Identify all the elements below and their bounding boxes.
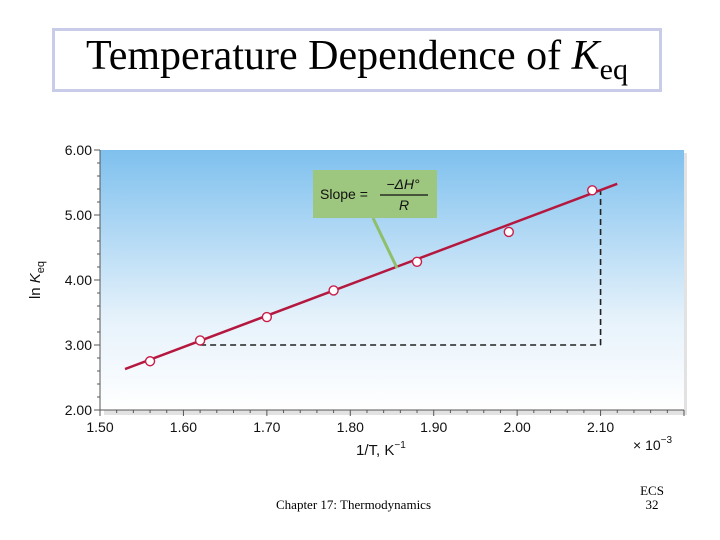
y-tick-label: 4.00 bbox=[65, 272, 92, 288]
footer-chapter: Chapter 17: Thermodynamics bbox=[276, 497, 432, 512]
fit-line bbox=[124, 182, 618, 371]
title-main: Temperature Dependence of bbox=[86, 33, 572, 79]
x-label-exp: −1 bbox=[394, 440, 406, 451]
fit-line-group bbox=[124, 182, 618, 371]
x-tick-label: 2.00 bbox=[504, 419, 531, 435]
data-point bbox=[194, 335, 206, 346]
x-label-text: 1/T, K bbox=[356, 442, 394, 459]
slide-title: Temperature Dependence of Keq bbox=[86, 35, 628, 85]
footer-page: 32 bbox=[645, 497, 659, 513]
data-point bbox=[328, 285, 339, 296]
y-tick-label: 2.00 bbox=[65, 402, 92, 418]
data-point bbox=[261, 311, 273, 323]
annotation-pointer bbox=[371, 217, 399, 269]
data-point bbox=[587, 185, 598, 196]
y-label-sub: eq bbox=[35, 261, 47, 273]
y-axis-label: ln Keq bbox=[27, 261, 47, 299]
footer-right: ECS 32 bbox=[622, 483, 682, 513]
y-label-prefix: ln bbox=[27, 283, 44, 299]
annotation-denominator: R bbox=[399, 197, 409, 213]
annotation-numerator: −ΔH° bbox=[386, 176, 420, 192]
x-multiplier-text: × 10 bbox=[633, 437, 661, 453]
y-tick-label: 6.00 bbox=[65, 142, 92, 158]
slope-annotation: Slope = −ΔH° R bbox=[313, 170, 437, 269]
x-axis-label: 1/T, K−1 bbox=[356, 440, 406, 459]
x-multiplier: × 10−3 bbox=[633, 435, 672, 453]
y-label-var: K bbox=[27, 272, 44, 283]
footer-tag: ECS bbox=[640, 483, 664, 498]
guide-lines bbox=[200, 190, 602, 346]
x-tick-label: 1.90 bbox=[420, 419, 447, 435]
annotation-box bbox=[313, 170, 437, 218]
x-multiplier-exp: −3 bbox=[661, 435, 673, 446]
x-tick-label: 1.80 bbox=[337, 419, 364, 435]
title-sub: eq bbox=[599, 53, 628, 86]
data-point bbox=[411, 256, 423, 267]
title-var: K bbox=[571, 33, 600, 79]
title-box: Temperature Dependence of Keq bbox=[52, 28, 662, 92]
data-point bbox=[503, 226, 514, 238]
data-points bbox=[144, 185, 598, 367]
x-tick-label: 2.10 bbox=[587, 419, 614, 435]
annotation-prefix: Slope = bbox=[320, 186, 368, 202]
data-point bbox=[144, 356, 156, 367]
x-tick-label: 1.50 bbox=[86, 419, 113, 435]
x-tick-label: 1.60 bbox=[170, 419, 197, 435]
x-tick-label: 1.70 bbox=[253, 419, 280, 435]
y-tick-label: 5.00 bbox=[65, 207, 92, 223]
axes: 2.00 3.00 4.00 5.00 6.00 1.50 1.60 1.70 1.80 1.90… bbox=[65, 142, 685, 435]
y-tick-label: 3.00 bbox=[65, 337, 92, 353]
